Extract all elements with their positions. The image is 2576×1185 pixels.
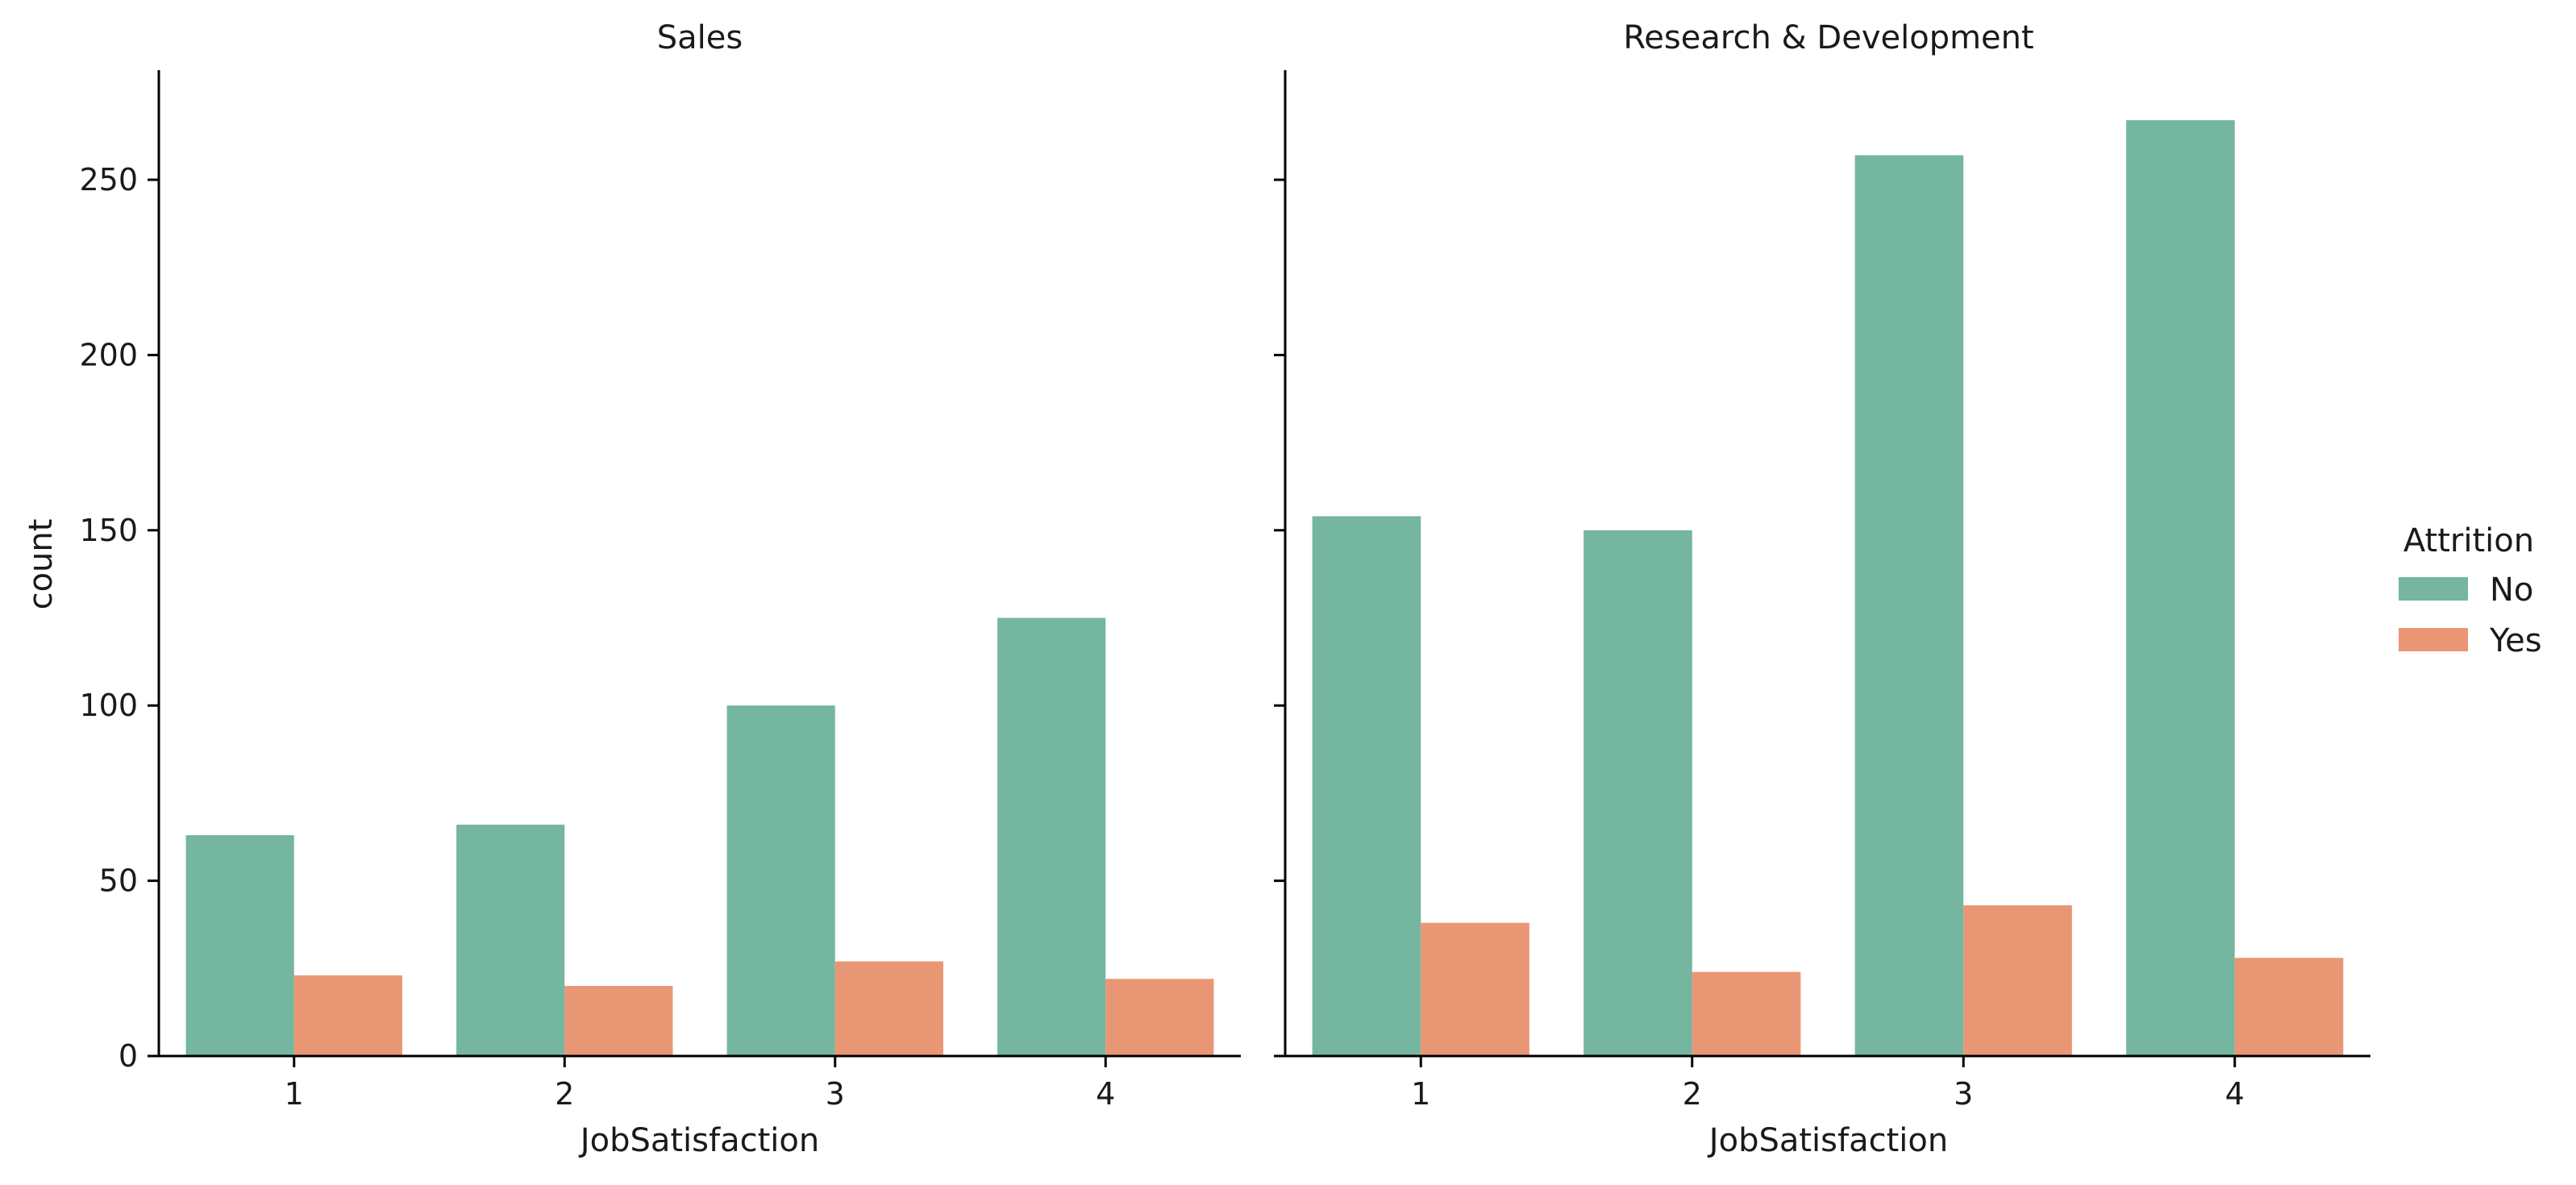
bar-research-development-no-1: [1312, 516, 1421, 1056]
bar-research-development-no-3: [1854, 155, 1964, 1057]
bar-sales-yes-1: [293, 975, 402, 1056]
panel-research-development: Research & Development 1 2 3 4 JobSatisfact…: [1274, 19, 2370, 1159]
bar-research-development-no-4: [2126, 120, 2235, 1057]
bar-research-development-yes-3: [1963, 905, 2072, 1056]
panel-title-research-development: Research & Development: [1623, 19, 2033, 56]
y-tick-label-sales-150: 150: [79, 513, 138, 548]
bar-sales-no-2: [456, 825, 565, 1056]
legend-label-no: No: [2490, 572, 2533, 609]
x-tick-label-sales-4: 4: [1096, 1076, 1115, 1112]
bars-research-development: [1312, 120, 2344, 1057]
y-tick-label-sales-100: 100: [79, 688, 138, 723]
legend: Attrition No Yes: [2399, 522, 2542, 659]
y-ticks-sales: 0 50 100 150 200 250: [79, 162, 159, 1074]
x-ticks-sales: 1 2 3 4: [285, 1056, 1115, 1112]
legend-label-yes: Yes: [2489, 622, 2542, 659]
bar-sales-yes-2: [564, 986, 673, 1056]
bar-research-development-no-2: [1583, 530, 1692, 1056]
x-ticks-research-development: 1 2 3 4: [1411, 1056, 2245, 1112]
bars-sales: [185, 617, 1214, 1056]
legend-swatch-no: [2399, 577, 2468, 601]
legend-title: Attrition: [2403, 522, 2534, 559]
bar-sales-yes-4: [1105, 979, 1214, 1056]
bar-sales-no-3: [726, 705, 835, 1056]
x-tick-label-sales-1: 1: [285, 1076, 304, 1112]
panel-title-sales: Sales: [657, 19, 743, 56]
bar-research-development-yes-2: [1692, 971, 1801, 1056]
bar-sales-no-1: [185, 835, 294, 1056]
panel-sales: Sales 0 50 100 150 200 250 1 2 3 4 JobSatisfacti…: [23, 19, 1241, 1159]
x-tick-label-sales-2: 2: [555, 1076, 574, 1112]
bar-sales-yes-3: [834, 961, 943, 1056]
legend-swatch-yes: [2399, 628, 2468, 651]
x-tick-label-research-development-1: 1: [1411, 1076, 1430, 1112]
x-tick-label-research-development-2: 2: [1683, 1076, 1702, 1112]
bar-research-development-yes-1: [1421, 922, 1529, 1056]
x-tick-label-sales-3: 3: [826, 1076, 845, 1112]
y-tick-label-sales-200: 200: [79, 337, 138, 372]
y-tick-label-sales-0: 0: [119, 1038, 138, 1074]
y-ticks-research-development: [1274, 178, 1285, 1058]
x-tick-label-research-development-4: 4: [2225, 1076, 2245, 1112]
bar-sales-no-4: [997, 617, 1106, 1056]
bar-research-development-yes-4: [2234, 958, 2344, 1056]
x-axis-label-research-development: JobSatisfaction: [1707, 1122, 1948, 1159]
y-tick-label-sales-250: 250: [79, 162, 138, 198]
y-axis-label-sales: count: [23, 519, 60, 610]
x-tick-label-research-development-3: 3: [1954, 1076, 1973, 1112]
x-axis-label-sales: JobSatisfaction: [578, 1122, 819, 1159]
y-tick-label-sales-50: 50: [99, 863, 138, 899]
